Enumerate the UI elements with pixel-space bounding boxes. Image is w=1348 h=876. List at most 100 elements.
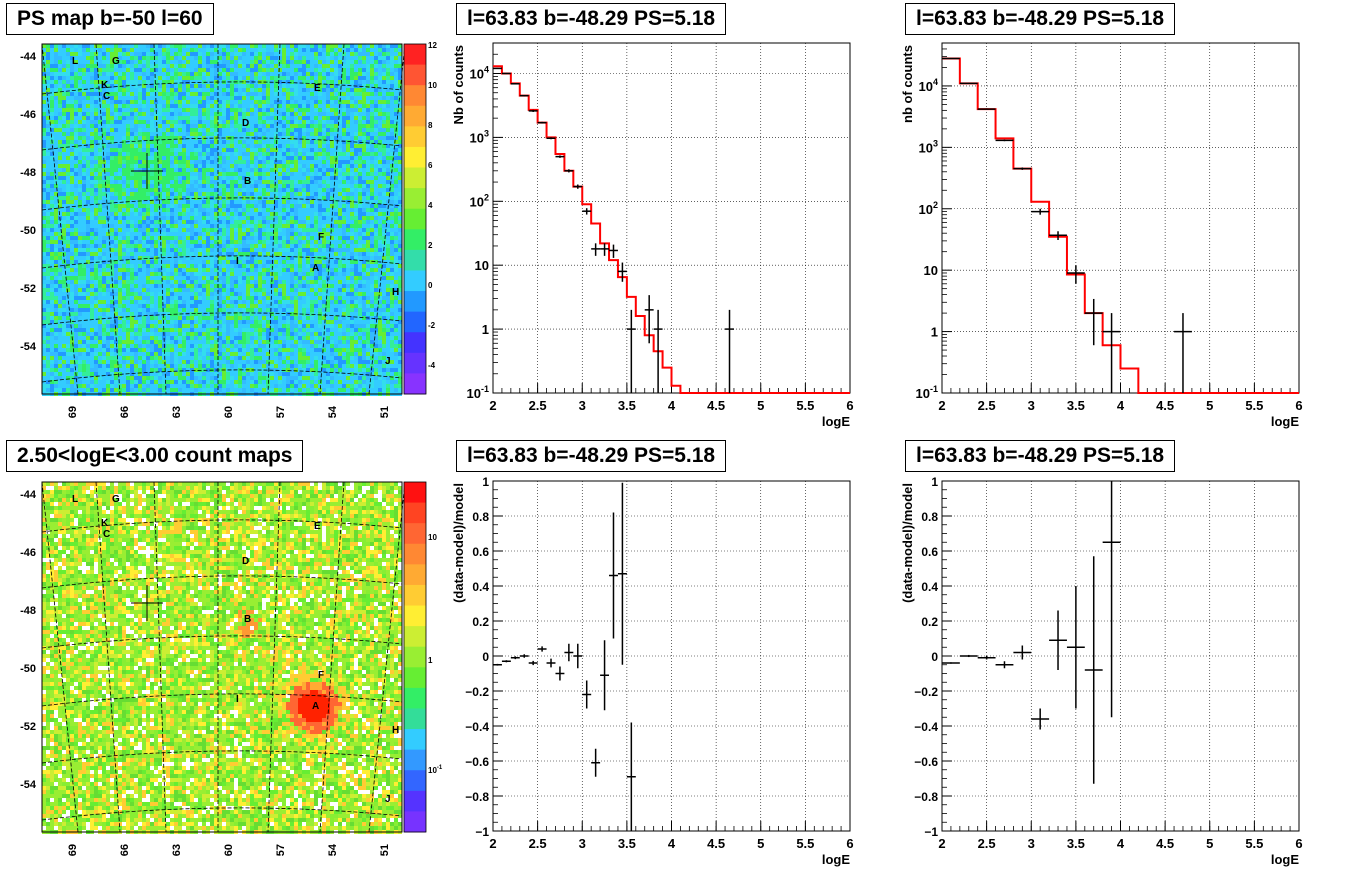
count-map: L G KC E D B F I A H J -44 -46 -48 -50 -52 -54 69 66 63 60 57… xyxy=(20,481,443,856)
source-label: H xyxy=(392,287,399,298)
y-tick-label: −0.6 xyxy=(465,755,489,769)
x-axis-label: logE xyxy=(822,852,850,867)
residual-point xyxy=(995,661,1014,669)
y-tick-label: 0 xyxy=(931,650,938,664)
y-tick-label: 10-1 xyxy=(467,384,489,401)
x-tick-label: 3 xyxy=(579,836,586,851)
source-label: E xyxy=(314,83,321,94)
residual-points xyxy=(493,482,636,831)
model-histogram xyxy=(493,65,850,394)
color-scale-label: 0 xyxy=(428,281,433,290)
map-ytick: -50 xyxy=(20,225,36,237)
x-tick-label: 2.5 xyxy=(529,398,547,413)
data-point xyxy=(510,83,520,85)
y-tick-label: 103 xyxy=(919,138,938,155)
data-point xyxy=(501,72,511,75)
count-map-panel: L G K C E D B F I A H J -44 -46 -48 -50 -52 -54 69 66 63 60 57… xyxy=(0,438,450,876)
source-label: J xyxy=(385,356,391,367)
x-tick-label: 3.5 xyxy=(1067,836,1085,851)
data-point xyxy=(977,108,996,110)
y-tick-label: 0.8 xyxy=(921,510,938,524)
x-tick-label: 5.5 xyxy=(796,398,814,413)
residual-point xyxy=(1013,645,1032,660)
x-tick-label: 4.5 xyxy=(707,836,725,851)
model-histogram xyxy=(942,57,1299,394)
color-scale-label: 4 xyxy=(428,201,433,210)
data-point xyxy=(725,309,734,393)
residual-point xyxy=(591,748,601,777)
residual-point xyxy=(519,654,529,658)
residual-point xyxy=(977,656,996,660)
data-point xyxy=(609,244,618,258)
color-scale-label: 6 xyxy=(428,161,433,170)
source-label: A xyxy=(312,263,319,274)
residual-point xyxy=(555,666,565,681)
x-tick-label: 5 xyxy=(1206,398,1213,413)
count-map-title: 2.50<logE<3.00 count maps xyxy=(6,440,304,472)
data-point xyxy=(528,109,538,112)
x-tick-label: 4 xyxy=(668,836,676,851)
map-xtick: 63 xyxy=(171,406,183,418)
x-tick-label: 5.5 xyxy=(1245,398,1263,413)
x-tick-label: 3.5 xyxy=(1067,398,1085,413)
y-tick-label: 102 xyxy=(919,200,938,217)
residual-point xyxy=(1084,556,1103,784)
data-point xyxy=(653,309,663,393)
map-xtick: 54 xyxy=(327,405,339,418)
x-tick-label: 6 xyxy=(846,398,853,413)
residual-point xyxy=(942,662,960,664)
y-tick-label: −0.4 xyxy=(914,720,938,734)
color-scale-label: 1 xyxy=(428,656,433,665)
x-tick-label: 2.5 xyxy=(529,836,547,851)
x-tick-label: 3 xyxy=(579,398,586,413)
y-tick-label: −0.4 xyxy=(465,720,489,734)
map-ytick: -46 xyxy=(20,109,36,121)
residual-point xyxy=(609,512,618,639)
y-tick-label: 0.2 xyxy=(921,615,938,629)
residual-fine-title: l=63.83 b=-48.29 PS=5.18 xyxy=(456,440,727,472)
map-ytick: -50 xyxy=(20,663,36,675)
data-points xyxy=(942,57,1192,393)
map-xtick: 63 xyxy=(171,844,183,856)
color-scale-label: 2 xyxy=(428,241,433,250)
y-tick-label: 104 xyxy=(919,77,938,94)
x-tick-label: 3 xyxy=(1028,836,1035,851)
grid-lines xyxy=(493,43,850,393)
y-tick-label: 0.4 xyxy=(472,580,489,594)
data-point xyxy=(959,82,978,85)
x-tick-label: 2 xyxy=(938,398,945,413)
data-point xyxy=(1013,167,1032,170)
spectrum-panel-fine: 2 2.5 3 3.5 4 4.5 5 5.5 6 logE Nb of counts 104 103 1… xyxy=(450,0,899,438)
residual-points xyxy=(942,481,1121,784)
grid-lines xyxy=(493,481,850,831)
x-tick-label: 5 xyxy=(757,836,764,851)
x-tick-label: 2 xyxy=(938,836,945,851)
data-point xyxy=(600,243,610,256)
residual-point xyxy=(501,660,511,663)
grid-lines xyxy=(942,43,1299,393)
map-ytick: -52 xyxy=(20,721,36,733)
data-point xyxy=(1066,265,1085,284)
residual-point xyxy=(1066,586,1085,709)
map-xtick: 66 xyxy=(119,844,131,856)
x-axis-label: logE xyxy=(1271,414,1299,429)
data-point xyxy=(942,57,960,60)
color-scale-frame xyxy=(403,43,427,395)
y-axis-label: Nb of counts xyxy=(451,45,466,124)
y-tick-label: 0.8 xyxy=(472,510,489,524)
map-ytick: -52 xyxy=(20,283,36,295)
map-xtick: 60 xyxy=(223,844,235,856)
residual-point xyxy=(1049,610,1067,670)
y-tick-label: 0.2 xyxy=(472,615,489,629)
x-tick-label: 3.5 xyxy=(618,398,636,413)
source-label: G xyxy=(112,494,120,505)
y-tick-label: −0.6 xyxy=(914,755,938,769)
x-tick-label: 4 xyxy=(1117,836,1125,851)
x-tick-label: 2 xyxy=(489,398,496,413)
residual-panel-fine: 2 2.5 3 3.5 4 4.5 5 5.5 6 logE (data-model)/model 1… xyxy=(450,438,899,876)
map-xtick: 51 xyxy=(379,406,391,418)
data-point xyxy=(493,67,502,70)
